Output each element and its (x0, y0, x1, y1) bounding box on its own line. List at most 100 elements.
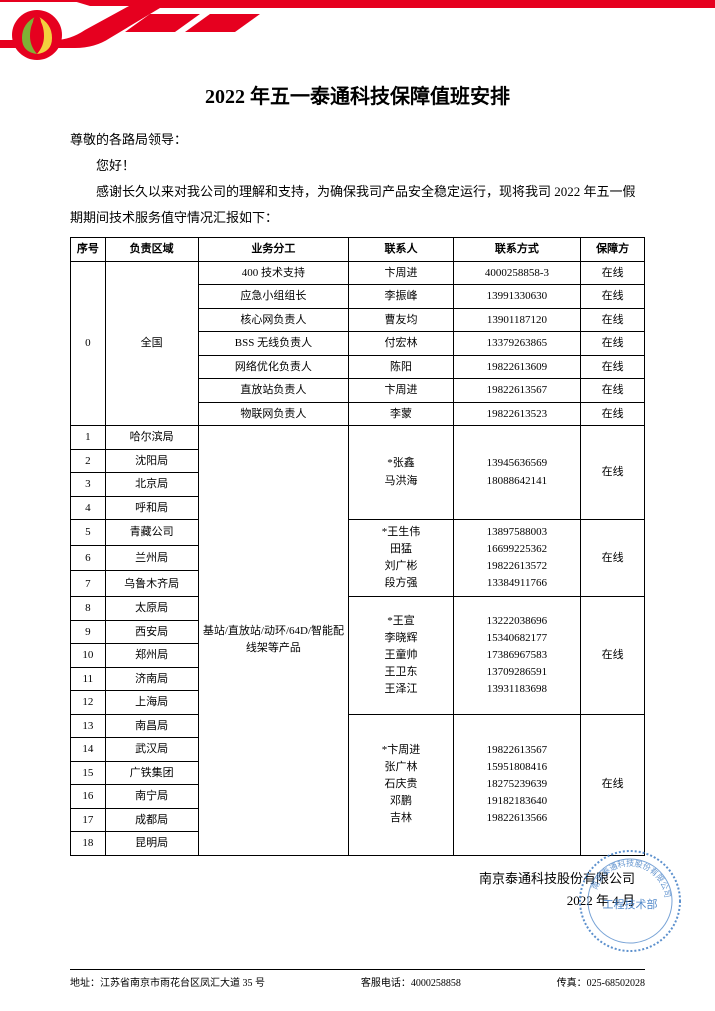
cell-phone: 19822613567 (453, 379, 581, 403)
cell-status: 在线 (581, 426, 645, 520)
table-header: 序号 负责区域 业务分工 联系人 联系方式 保障方 (71, 238, 645, 262)
table-row: 1哈尔滨局基站/直放站/动环/64D/智能配线架等产品*张鑫马洪海1394563… (71, 426, 645, 450)
cell-seq: 6 (71, 545, 106, 571)
th-seq: 序号 (71, 238, 106, 262)
cell-task: 直放站负责人 (198, 379, 349, 403)
th-region: 负责区域 (105, 238, 198, 262)
cell-status: 在线 (581, 597, 645, 715)
cell-seq: 11 (71, 667, 106, 691)
cell-seq: 5 (71, 520, 106, 546)
cell-contact: *王宣李晓辉王童帅王卫东王泽江 (349, 597, 453, 715)
cell-region: 沈阳局 (105, 449, 198, 473)
document-page: 2022 年五一泰通科技保障值班安排 尊敬的各路局领导： 您好！ 感谢长久以来对… (0, 0, 715, 1011)
cell-seq: 3 (71, 473, 106, 497)
cell-contact: *卞周进张广林石庆贵邓鹏吉林 (349, 714, 453, 855)
cell-region: 北京局 (105, 473, 198, 497)
cell-region: 全国 (105, 261, 198, 426)
company-logo (10, 8, 65, 63)
footer-address: 地址：江苏省南京市雨花台区凤汇大道 35 号 (70, 974, 265, 989)
table-row: 0全国400 技术支持卞周进4000258858-3在线 (71, 261, 645, 285)
cell-status: 在线 (581, 332, 645, 356)
th-task: 业务分工 (198, 238, 349, 262)
cell-seq: 14 (71, 738, 106, 762)
cell-seq: 15 (71, 761, 106, 785)
signature-company: 南京泰通科技股份有限公司 (70, 868, 635, 890)
cell-region: 上海局 (105, 691, 198, 715)
cell-status: 在线 (581, 285, 645, 309)
cell-seq: 7 (71, 571, 106, 597)
cell-phone: 13991330630 (453, 285, 581, 309)
cell-region: 呼和局 (105, 496, 198, 520)
cell-contact: 卞周进 (349, 379, 453, 403)
cell-phone: 13901187120 (453, 308, 581, 332)
cell-contact: 陈阳 (349, 355, 453, 379)
footer-service-phone: 客服电话：4000258858 (361, 974, 461, 989)
cell-seq: 17 (71, 808, 106, 832)
cell-contact: 付宏林 (349, 332, 453, 356)
cell-region: 青藏公司 (105, 520, 198, 546)
cell-contact: 卞周进 (349, 261, 453, 285)
header-band (0, 0, 715, 60)
duty-schedule-table: 序号 负责区域 业务分工 联系人 联系方式 保障方 0全国400 技术支持卞周进… (70, 237, 645, 856)
cell-contact: 李振峰 (349, 285, 453, 309)
cell-task: 核心网负责人 (198, 308, 349, 332)
cell-contact: *王生伟田猛刘广彬段方强 (349, 520, 453, 597)
cell-region: 哈尔滨局 (105, 426, 198, 450)
cell-seq: 10 (71, 644, 106, 668)
th-contact: 联系人 (349, 238, 453, 262)
signature-block: 南京泰通科技股份有限公司 2022 年 4 月 (70, 868, 645, 912)
cell-region: 成都局 (105, 808, 198, 832)
cell-seq: 0 (71, 261, 106, 426)
cell-status: 在线 (581, 402, 645, 426)
greeting-2: 您好！ (70, 153, 645, 179)
cell-status: 在线 (581, 308, 645, 332)
cell-phone: 4000258858-3 (453, 261, 581, 285)
cell-status: 在线 (581, 520, 645, 597)
cell-region: 西安局 (105, 620, 198, 644)
cell-seq: 8 (71, 597, 106, 621)
cell-contact: 曹友均 (349, 308, 453, 332)
content-area: 2022 年五一泰通科技保障值班安排 尊敬的各路局领导： 您好！ 感谢长久以来对… (70, 70, 645, 912)
cell-region: 武汉局 (105, 738, 198, 762)
table-row: 13南昌局*卞周进张广林石庆贵邓鹏吉林198226135671595180841… (71, 714, 645, 738)
cell-phone: 1389758800316699225362198226135721338491… (453, 520, 581, 597)
cell-seq: 2 (71, 449, 106, 473)
cell-contact: 李蒙 (349, 402, 453, 426)
table-row: 5青藏公司*王生伟田猛刘广彬段方强13897588003166992253621… (71, 520, 645, 546)
cell-region: 太原局 (105, 597, 198, 621)
cell-seq: 16 (71, 785, 106, 809)
signature-date: 2022 年 4 月 (70, 890, 635, 912)
cell-phone: 1322203869615340682177173869675831370928… (453, 597, 581, 715)
th-phone: 联系方式 (453, 238, 581, 262)
cell-seq: 13 (71, 714, 106, 738)
cell-status: 在线 (581, 355, 645, 379)
cell-seq: 12 (71, 691, 106, 715)
intro-paragraph: 感谢长久以来对我公司的理解和支持，为确保我司产品安全稳定运行，现将我司 2022… (70, 179, 645, 231)
cell-phone: 1394563656918088642141 (453, 426, 581, 520)
cell-region: 昆明局 (105, 832, 198, 856)
cell-status: 在线 (581, 379, 645, 403)
cell-task: 400 技术支持 (198, 261, 349, 285)
table-row: 8太原局*王宣李晓辉王童帅王卫东王泽江132220386961534068217… (71, 597, 645, 621)
cell-region: 济南局 (105, 667, 198, 691)
cell-phone: 13379263865 (453, 332, 581, 356)
cell-task: 网络优化负责人 (198, 355, 349, 379)
document-title: 2022 年五一泰通科技保障值班安排 (70, 80, 645, 109)
cell-status: 在线 (581, 261, 645, 285)
cell-task: 物联网负责人 (198, 402, 349, 426)
cell-contact: *张鑫马洪海 (349, 426, 453, 520)
th-status: 保障方 (581, 238, 645, 262)
greeting-1: 尊敬的各路局领导： (70, 127, 645, 153)
cell-region: 乌鲁木齐局 (105, 571, 198, 597)
cell-region: 郑州局 (105, 644, 198, 668)
cell-task: 基站/直放站/动环/64D/智能配线架等产品 (198, 426, 349, 856)
cell-task: 应急小组组长 (198, 285, 349, 309)
cell-seq: 4 (71, 496, 106, 520)
table-body: 0全国400 技术支持卞周进4000258858-3在线应急小组组长李振峰139… (71, 261, 645, 855)
cell-region: 广铁集团 (105, 761, 198, 785)
cell-seq: 1 (71, 426, 106, 450)
cell-phone: 19822613523 (453, 402, 581, 426)
cell-region: 南昌局 (105, 714, 198, 738)
page-footer: 地址：江苏省南京市雨花台区凤汇大道 35 号 客服电话：4000258858 传… (70, 969, 645, 989)
cell-phone: 1982261356715951808416182752396391918218… (453, 714, 581, 855)
